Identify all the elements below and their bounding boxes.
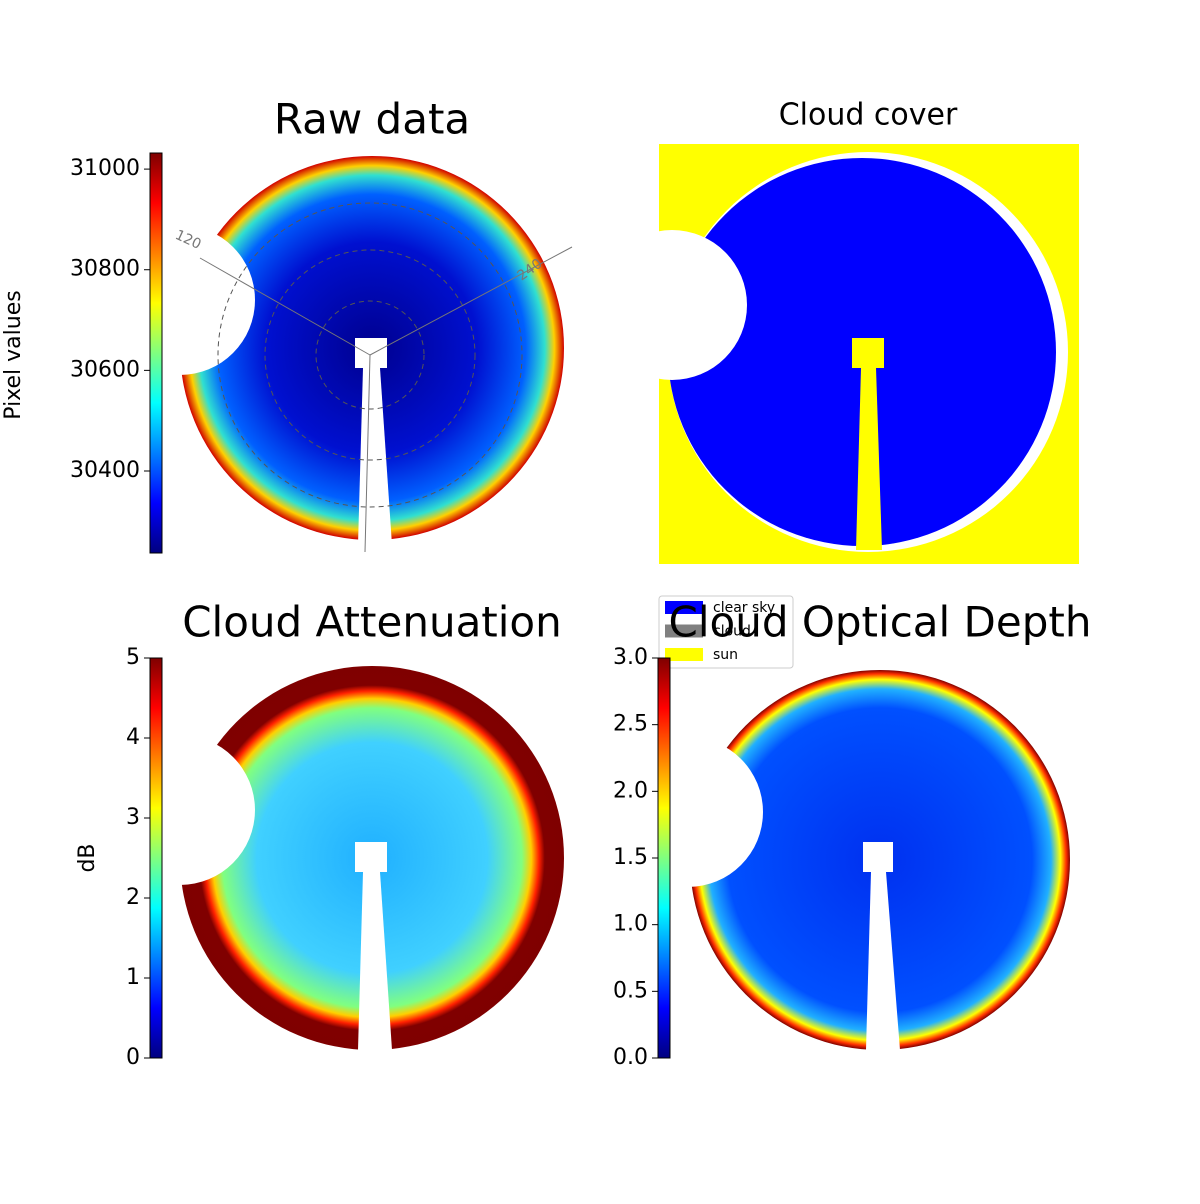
y-tick-label: 31000	[70, 156, 140, 181]
y-tick-label: 2.0	[613, 778, 648, 803]
y-tick-label: 3.0	[613, 645, 648, 670]
y-tick-label: 0.0	[613, 1045, 648, 1070]
y-tick-label: 30600	[70, 357, 140, 382]
y-tick-label: 2.5	[613, 712, 648, 737]
colorbar	[149, 657, 163, 1059]
colorbar	[149, 152, 163, 554]
y-tick-label: 30800	[70, 257, 140, 282]
legend-swatch	[665, 601, 703, 614]
legend-swatch	[665, 648, 703, 661]
colorbar-label: Pixel values	[1, 290, 26, 419]
legend-swatch	[665, 624, 703, 638]
y-tick-label: 0	[126, 1045, 140, 1070]
panel-title: Raw data	[274, 95, 470, 144]
colorbar-label: dB	[75, 843, 100, 872]
y-tick-label: 30400	[70, 458, 140, 483]
y-tick-label: 1	[126, 965, 140, 990]
panel-title: Cloud Optical Depth	[669, 598, 1092, 647]
panel-title: Cloud cover	[779, 98, 958, 133]
y-tick-label: 0.5	[613, 978, 648, 1003]
y-tick-label: 5	[126, 645, 140, 670]
sky-images	[105, 144, 1079, 1050]
colorbar	[657, 657, 671, 1059]
panel-title: Cloud Attenuation	[182, 598, 562, 647]
legend-label: clear sky	[713, 600, 775, 616]
y-tick-label: 4	[126, 725, 140, 750]
y-tick-label: 2	[126, 885, 140, 910]
y-tick-label: 3	[126, 805, 140, 830]
legend-label: sun	[713, 647, 738, 663]
panels: Raw data 30400 30600 30800 31000 Pixel values…	[1, 95, 1091, 1071]
legend-label: cloud	[713, 624, 751, 640]
y-tick-label: 1.5	[613, 845, 648, 870]
y-tick-label: 1.0	[613, 912, 648, 937]
